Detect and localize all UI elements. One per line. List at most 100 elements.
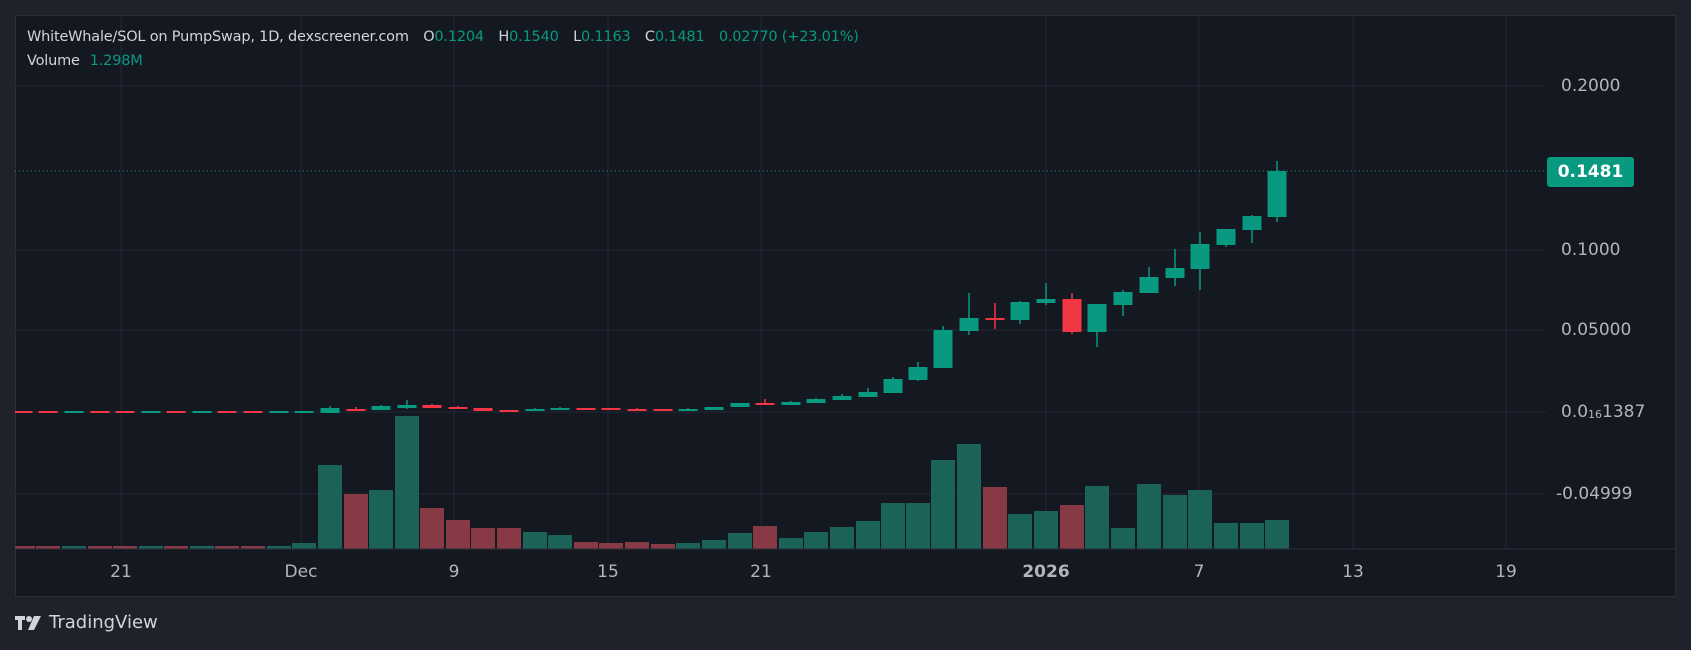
candle-body xyxy=(858,392,878,397)
candle-body xyxy=(1036,299,1056,303)
time-axis-label: 21 xyxy=(750,562,772,582)
price-chart[interactable] xyxy=(15,15,1676,597)
high-label: H xyxy=(498,29,510,45)
volume-bar xyxy=(36,546,60,549)
volume-bar xyxy=(420,508,444,549)
time-axis-label: 7 xyxy=(1193,562,1205,582)
volume-value: 1.298M xyxy=(89,53,143,69)
volume-bar xyxy=(983,487,1007,549)
candle-body xyxy=(15,411,33,413)
volume-bar xyxy=(446,520,470,549)
candle-body xyxy=(1267,171,1287,217)
candle-body xyxy=(1113,292,1133,305)
candle-body xyxy=(985,318,1005,320)
candle-body xyxy=(1087,304,1107,332)
volume-bar xyxy=(62,546,86,549)
volume-bar xyxy=(906,503,930,549)
candle-body xyxy=(217,411,237,413)
volume-bar xyxy=(471,528,495,549)
price-axis-label: 0.2000 xyxy=(1561,76,1621,96)
candle-body xyxy=(269,411,289,413)
volume-bar xyxy=(497,528,521,549)
time-axis-label: 19 xyxy=(1495,562,1517,582)
volume-bar xyxy=(1214,523,1238,549)
candle-body xyxy=(806,399,826,403)
candle-body xyxy=(1216,229,1236,245)
candle-body xyxy=(320,408,340,413)
tradingview-branding[interactable]: TradingView xyxy=(15,612,158,633)
volume-bar xyxy=(881,503,905,549)
volume-bar xyxy=(1060,505,1084,549)
volume-bar xyxy=(1137,484,1161,549)
volume-bar xyxy=(139,546,163,549)
volume-bar xyxy=(88,546,112,549)
label-prefix: 0.0 xyxy=(1561,402,1589,422)
volume-bar xyxy=(804,532,828,549)
volume-bar xyxy=(267,546,291,549)
volume-bar xyxy=(728,533,752,549)
volume-bar xyxy=(931,460,955,549)
candle-body xyxy=(627,409,647,411)
candle-body xyxy=(883,379,903,393)
candle-body xyxy=(832,396,852,400)
candle-body xyxy=(704,407,724,410)
candle-body xyxy=(243,411,263,413)
candle-body xyxy=(933,330,953,368)
price-axis-label: -0.04999 xyxy=(1556,484,1633,504)
candle-body xyxy=(576,408,596,410)
candle-body xyxy=(1165,268,1185,278)
candle-body xyxy=(653,409,673,411)
candle-body xyxy=(678,409,698,411)
volume-bar xyxy=(702,540,726,549)
volume-bar xyxy=(676,543,700,549)
current-price-tag: 0.1481 xyxy=(1547,157,1634,187)
volume-bar xyxy=(599,543,623,549)
candle-body xyxy=(1010,302,1030,320)
tradingview-label: TradingView xyxy=(49,612,158,633)
candle-body xyxy=(1242,216,1262,230)
candle-body xyxy=(781,402,801,405)
candle-body xyxy=(525,409,545,411)
candle-body xyxy=(448,407,468,409)
candle-body xyxy=(141,411,161,413)
time-axis-label: 13 xyxy=(1342,562,1364,582)
candle-body xyxy=(908,367,928,380)
volume-bar xyxy=(523,532,547,549)
volume-bar xyxy=(164,546,188,549)
time-axis-label: 2026 xyxy=(1022,562,1070,582)
candle-body xyxy=(64,411,84,413)
volume-bar xyxy=(574,542,598,549)
candle-body xyxy=(90,411,110,413)
low-label: L xyxy=(573,29,581,45)
candle-body xyxy=(115,411,135,413)
volume-bar xyxy=(957,444,981,549)
volume-bar xyxy=(548,535,572,549)
chart-legend: WhiteWhale/SOL on PumpSwap, 1D, dexscree… xyxy=(27,27,859,69)
open-value: 0.1204 xyxy=(434,29,484,45)
candle-body xyxy=(473,408,493,411)
volume-legend: Volume 1.298M xyxy=(27,51,143,71)
volume-bar xyxy=(1163,495,1187,549)
volume-bar xyxy=(625,542,649,549)
candle-body xyxy=(550,408,570,410)
grid-lines xyxy=(15,15,1546,549)
volume-bar xyxy=(395,416,419,549)
volume-bar xyxy=(292,543,316,549)
volume-bar xyxy=(344,494,368,549)
time-axis-label: 15 xyxy=(597,562,619,582)
close-value: 0.1481 xyxy=(654,29,705,45)
volume-bar xyxy=(190,546,214,549)
candle-body xyxy=(422,405,442,408)
volume-bar xyxy=(113,546,137,549)
volume-bar xyxy=(1265,520,1289,549)
candle-body xyxy=(499,410,519,412)
volume-bar xyxy=(651,544,675,549)
candle-body xyxy=(1190,244,1210,269)
volume-bar xyxy=(1085,486,1109,549)
volume-bar xyxy=(369,490,393,549)
volume-bar xyxy=(318,465,342,549)
time-axis-label: 21 xyxy=(110,562,132,582)
candle-body xyxy=(294,411,314,413)
volume-bar xyxy=(1111,528,1135,549)
chart-frame xyxy=(15,15,1676,597)
